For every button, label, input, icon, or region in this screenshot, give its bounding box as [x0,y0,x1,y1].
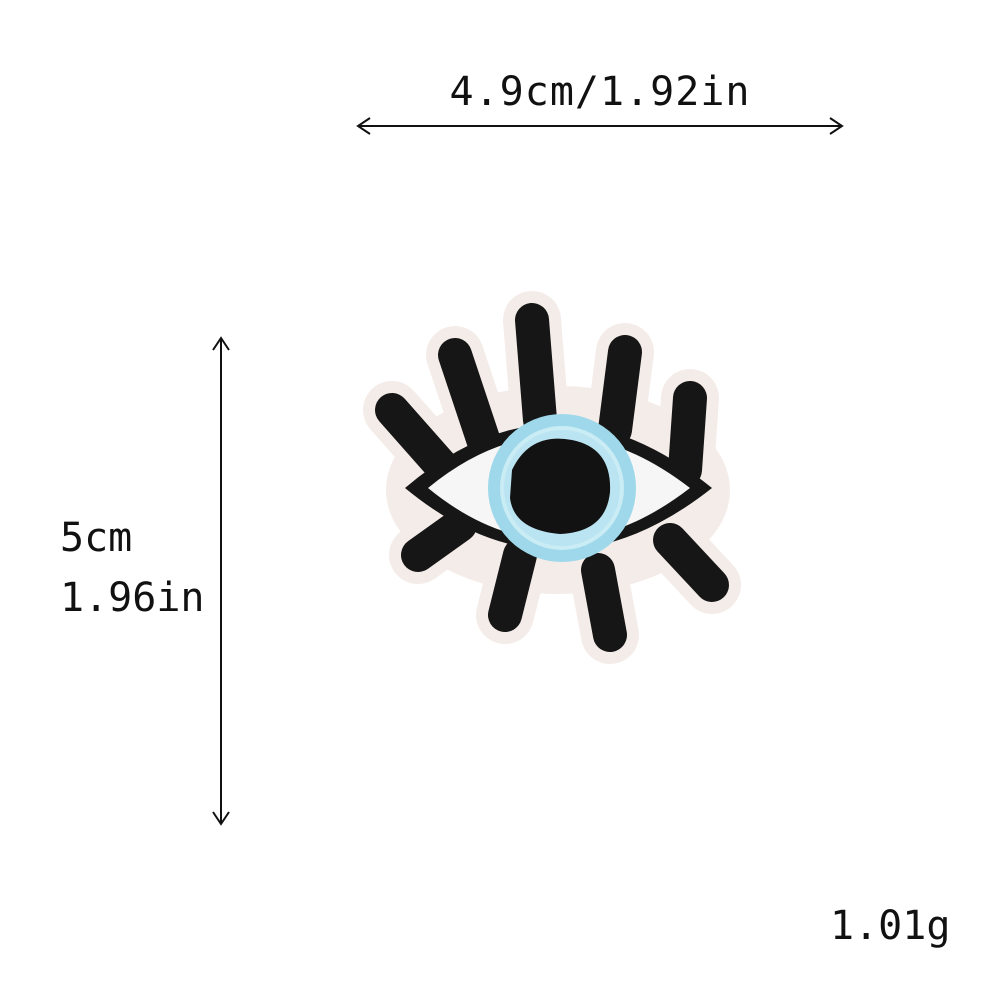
width-arrow [356,117,844,135]
height-in-label: 1.96in [60,575,205,621]
width-dimension-label: 4.9cm/1.92in [449,69,751,115]
height-cm-label: 5cm [60,515,133,561]
weight-label: 1.01g [830,903,951,949]
eye-patch-icon [363,291,741,664]
height-arrow [212,336,230,826]
